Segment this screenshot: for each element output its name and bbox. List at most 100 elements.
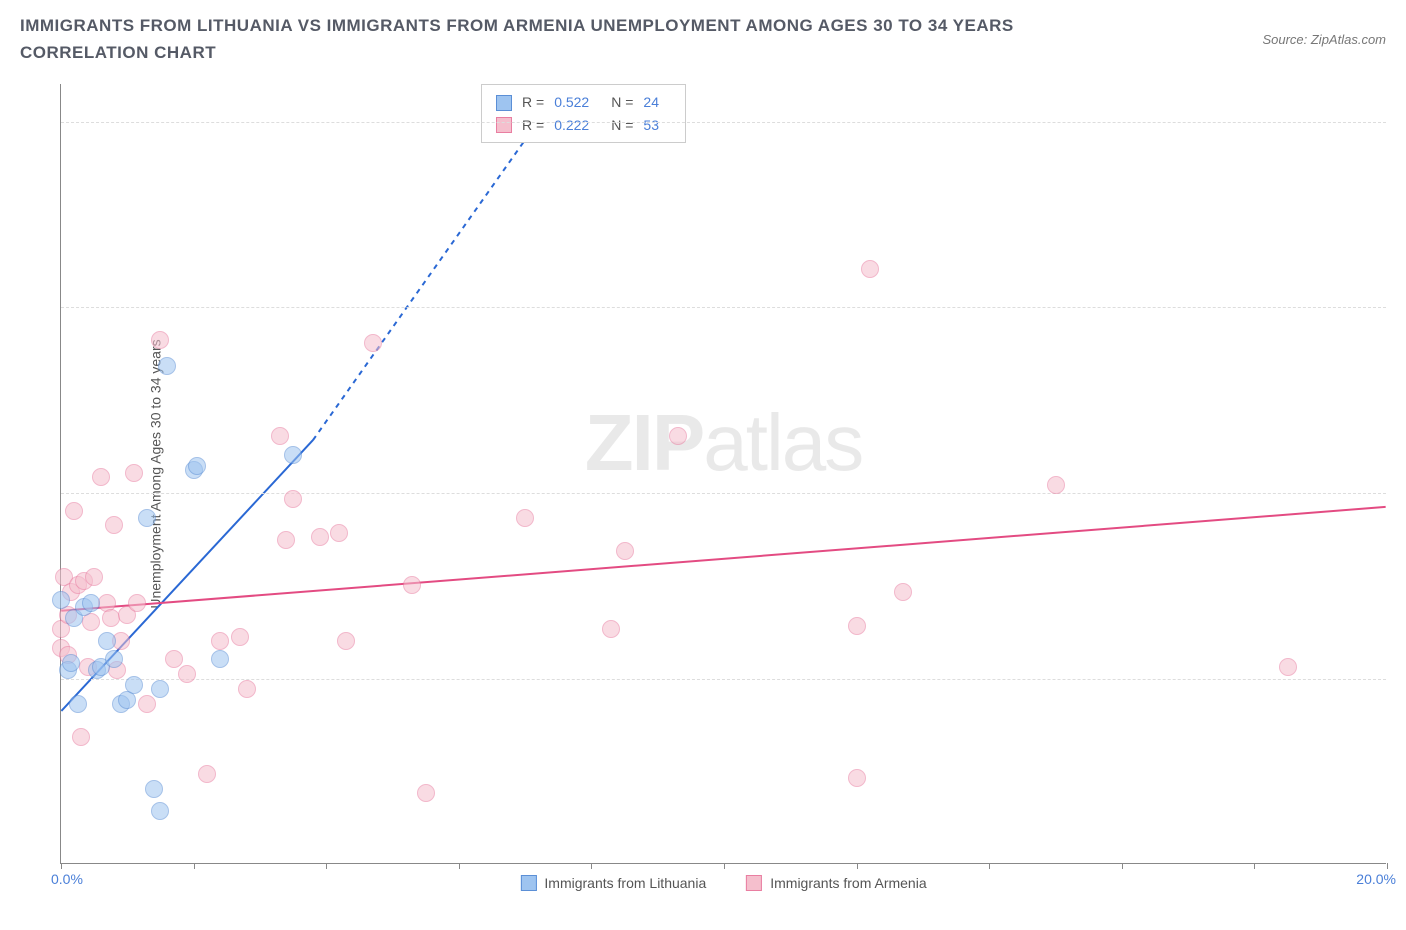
- data-point: [188, 457, 206, 475]
- source-attribution: Source: ZipAtlas.com: [1262, 32, 1386, 47]
- data-point: [145, 780, 163, 798]
- data-point: [417, 784, 435, 802]
- x-tick: [459, 863, 460, 869]
- trend-lines: [61, 84, 1386, 863]
- data-point: [848, 769, 866, 787]
- x-tick: [1254, 863, 1255, 869]
- data-point: [894, 583, 912, 601]
- data-point: [62, 654, 80, 672]
- gridline: [61, 122, 1386, 123]
- gridline: [61, 307, 1386, 308]
- x-label-start: 0.0%: [51, 871, 83, 887]
- r-value-lithuania: 0.522: [554, 91, 589, 113]
- data-point: [52, 591, 70, 609]
- x-tick: [61, 863, 62, 869]
- y-tick-label: 10.0%: [1391, 485, 1406, 501]
- data-point: [92, 468, 110, 486]
- data-point: [284, 490, 302, 508]
- stats-box: R = 0.522 N = 24 R = 0.222 N = 53: [481, 84, 686, 143]
- data-point: [211, 650, 229, 668]
- data-point: [125, 676, 143, 694]
- data-point: [277, 531, 295, 549]
- data-point: [284, 446, 302, 464]
- data-point: [403, 576, 421, 594]
- data-point: [165, 650, 183, 668]
- n-value-lithuania: 24: [643, 91, 659, 113]
- y-axis-title: Unemployment Among Ages 30 to 34 years: [148, 339, 164, 608]
- chart-title: IMMIGRANTS FROM LITHUANIA VS IMMIGRANTS …: [20, 12, 1120, 66]
- gridline: [61, 679, 1386, 680]
- r-value-armenia: 0.222: [554, 114, 589, 136]
- x-tick: [989, 863, 990, 869]
- stats-row-armenia: R = 0.222 N = 53: [496, 114, 671, 136]
- data-point: [516, 509, 534, 527]
- data-point: [198, 765, 216, 783]
- legend-swatch-lithuania: [520, 875, 536, 891]
- n-value-armenia: 53: [643, 114, 659, 136]
- data-point: [861, 260, 879, 278]
- data-point: [151, 680, 169, 698]
- data-point: [85, 568, 103, 586]
- x-tick: [1122, 863, 1123, 869]
- data-point: [138, 695, 156, 713]
- data-point: [105, 516, 123, 534]
- data-point: [669, 427, 687, 445]
- n-label: N =: [611, 91, 633, 113]
- data-point: [98, 632, 116, 650]
- data-point: [1279, 658, 1297, 676]
- x-tick: [591, 863, 592, 869]
- x-tick: [194, 863, 195, 869]
- data-point: [238, 680, 256, 698]
- data-point: [82, 594, 100, 612]
- y-tick-label: 5.0%: [1391, 671, 1406, 687]
- legend-item-lithuania: Immigrants from Lithuania: [520, 875, 706, 891]
- watermark: ZIPatlas: [585, 397, 862, 489]
- data-point: [138, 509, 156, 527]
- x-tick: [857, 863, 858, 869]
- y-tick-label: 15.0%: [1391, 299, 1406, 315]
- data-point: [330, 524, 348, 542]
- x-tick: [1387, 863, 1388, 869]
- data-point: [231, 628, 249, 646]
- data-point: [848, 617, 866, 635]
- data-point: [125, 464, 143, 482]
- data-point: [271, 427, 289, 445]
- data-point: [1047, 476, 1065, 494]
- data-point: [102, 609, 120, 627]
- data-point: [158, 357, 176, 375]
- data-point: [311, 528, 329, 546]
- swatch-lithuania: [496, 95, 512, 111]
- data-point: [602, 620, 620, 638]
- x-tick: [724, 863, 725, 869]
- data-point: [72, 728, 90, 746]
- data-point: [178, 665, 196, 683]
- data-point: [337, 632, 355, 650]
- legend-label-lithuania: Immigrants from Lithuania: [544, 875, 706, 891]
- data-point: [151, 331, 169, 349]
- legend-swatch-armenia: [746, 875, 762, 891]
- chart-header: IMMIGRANTS FROM LITHUANIA VS IMMIGRANTS …: [0, 0, 1406, 74]
- data-point: [105, 650, 123, 668]
- r-label: R =: [522, 114, 544, 136]
- stats-row-lithuania: R = 0.522 N = 24: [496, 91, 671, 113]
- legend-label-armenia: Immigrants from Armenia: [770, 875, 926, 891]
- y-tick-label: 20.0%: [1391, 114, 1406, 130]
- legend-item-armenia: Immigrants from Armenia: [746, 875, 926, 891]
- r-label: R =: [522, 91, 544, 113]
- data-point: [151, 802, 169, 820]
- data-point: [128, 594, 146, 612]
- data-point: [364, 334, 382, 352]
- legend: Immigrants from Lithuania Immigrants fro…: [520, 875, 926, 891]
- swatch-armenia: [496, 117, 512, 133]
- data-point: [616, 542, 634, 560]
- data-point: [69, 695, 87, 713]
- n-label: N =: [611, 114, 633, 136]
- scatter-chart: Unemployment Among Ages 30 to 34 years Z…: [60, 84, 1386, 864]
- watermark-bold: ZIP: [585, 398, 703, 487]
- data-point: [211, 632, 229, 650]
- x-label-end: 20.0%: [1356, 871, 1396, 887]
- data-point: [65, 502, 83, 520]
- x-tick: [326, 863, 327, 869]
- gridline: [61, 493, 1386, 494]
- watermark-light: atlas: [703, 398, 862, 487]
